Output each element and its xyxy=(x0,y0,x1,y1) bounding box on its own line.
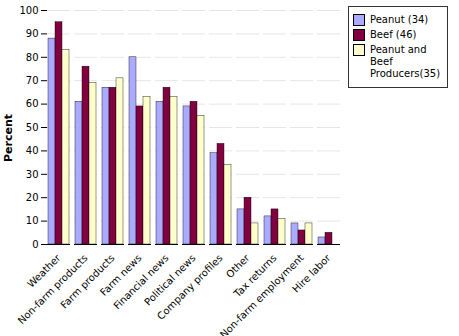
html-text:Peanut and Beef Producers(35): Peanut and Beef Producers(35) xyxy=(370,44,441,79)
html-text:Peanut (34): Peanut (34) xyxy=(370,14,429,25)
svg-text:Weather: Weather xyxy=(25,252,63,290)
svg-text:40: 40 xyxy=(26,145,39,156)
svg-text:90: 90 xyxy=(26,28,39,39)
svg-text:Company profiles: Company profiles xyxy=(155,252,225,322)
svg-text:70: 70 xyxy=(26,75,39,86)
svg-text:Financial news: Financial news xyxy=(111,252,171,312)
svg-text:30: 30 xyxy=(26,169,39,180)
svg-text:Non-farm employment: Non-farm employment xyxy=(218,252,306,336)
svg-text:20: 20 xyxy=(26,192,39,203)
svg-text:Political news: Political news xyxy=(142,252,198,308)
svg-text:Farm news: Farm news xyxy=(97,252,144,298)
html-text:Beef (46): Beef (46) xyxy=(370,29,417,40)
svg-text:10: 10 xyxy=(26,215,39,226)
svg-text:0: 0 xyxy=(32,239,38,250)
svg-text:Hire labor: Hire labor xyxy=(290,252,333,295)
html-text:Percent: Percent xyxy=(1,114,15,162)
svg-text:60: 60 xyxy=(26,98,39,109)
svg-text:80: 80 xyxy=(26,52,39,63)
svg-text:100: 100 xyxy=(19,5,38,16)
svg-text:Tax returns: Tax returns xyxy=(231,252,279,300)
svg-text:50: 50 xyxy=(26,122,39,133)
svg-text:Other: Other xyxy=(223,252,252,281)
